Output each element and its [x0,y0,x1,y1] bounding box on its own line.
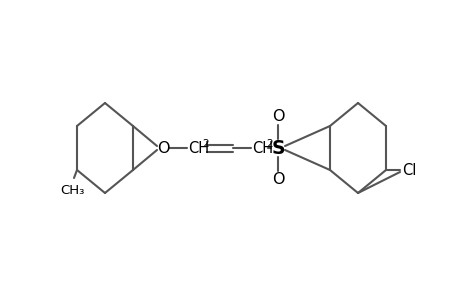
Text: CH: CH [188,140,209,155]
Text: O: O [157,140,169,155]
Text: Cl: Cl [401,163,415,178]
Text: CH: CH [252,140,273,155]
Text: 2: 2 [202,139,208,149]
Text: CH₃: CH₃ [60,184,84,197]
Text: O: O [271,109,284,124]
Text: S: S [271,139,284,158]
Text: O: O [271,172,284,188]
Text: 2: 2 [265,139,272,149]
